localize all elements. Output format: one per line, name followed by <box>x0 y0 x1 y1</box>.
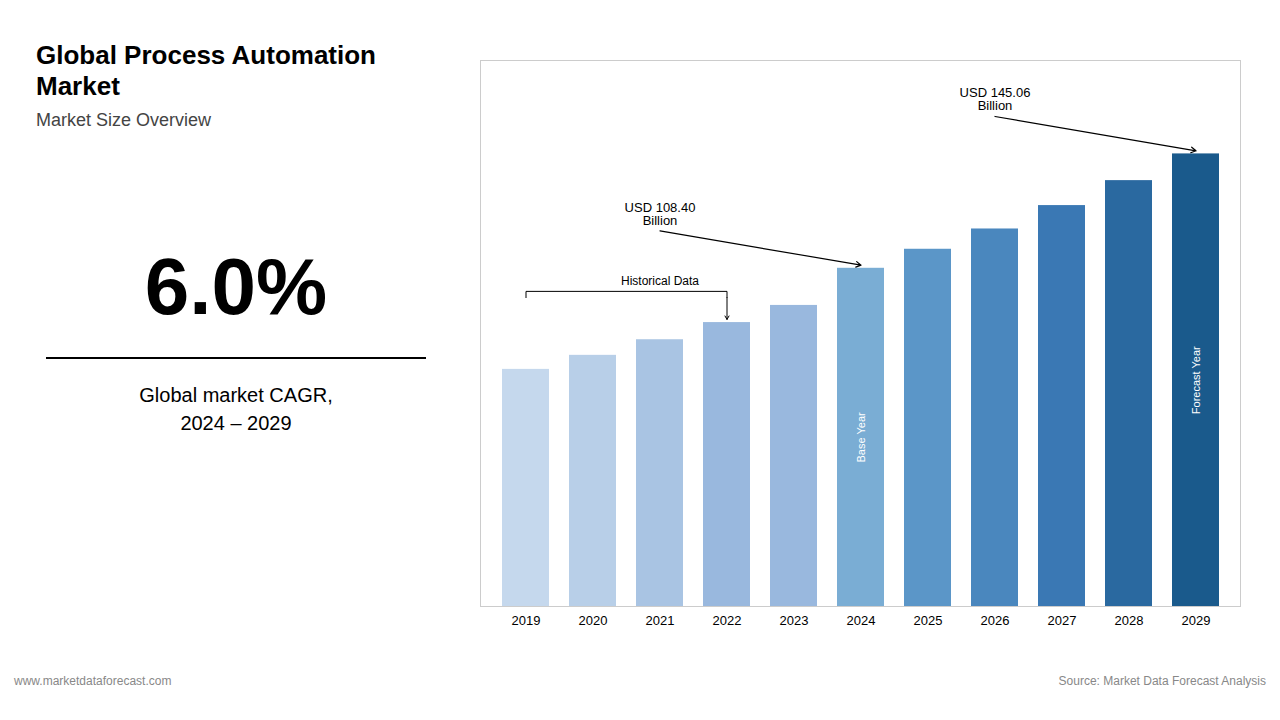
svg-text:2021: 2021 <box>646 613 675 628</box>
svg-text:Base Year: Base Year <box>855 412 867 462</box>
svg-text:2022: 2022 <box>713 613 742 628</box>
svg-text:2024: 2024 <box>847 613 876 628</box>
svg-text:Historical Data: Historical Data <box>621 274 699 288</box>
html-text:www.marketdataforecast.com: www.marketdataforecast.com <box>14 674 172 688</box>
svg-text:USD 108.40Billion: USD 108.40Billion <box>625 200 696 228</box>
svg-text:2023: 2023 <box>780 613 809 628</box>
svg-text:2028: 2028 <box>1115 613 1144 628</box>
svg-text:2029: 2029 <box>1182 613 1211 628</box>
svg-text:2019: 2019 <box>512 613 541 628</box>
svg-text:2020: 2020 <box>579 613 608 628</box>
html-text:Global market CAGR, 2024 – 202: Global market CAGR, 2024 – 2029 <box>139 384 333 435</box>
html-text:6.0%: 6.0% <box>144 242 328 332</box>
svg-text:2027: 2027 <box>1048 613 1077 628</box>
svg-text:USD 145.06Billion: USD 145.06Billion <box>960 85 1031 113</box>
svg-text:2026: 2026 <box>981 613 1010 628</box>
html-text:Source: Market Data Forecast A: Source: Market Data Forecast Analysis <box>1058 674 1266 688</box>
svg-text:Forecast Year: Forecast Year <box>1190 346 1202 414</box>
svg-text:2025: 2025 <box>914 613 943 628</box>
html-text:Market Size Overview: Market Size Overview <box>36 110 211 131</box>
html-text:Global Process Automation Mark: Global Process Automation Market <box>36 40 376 102</box>
